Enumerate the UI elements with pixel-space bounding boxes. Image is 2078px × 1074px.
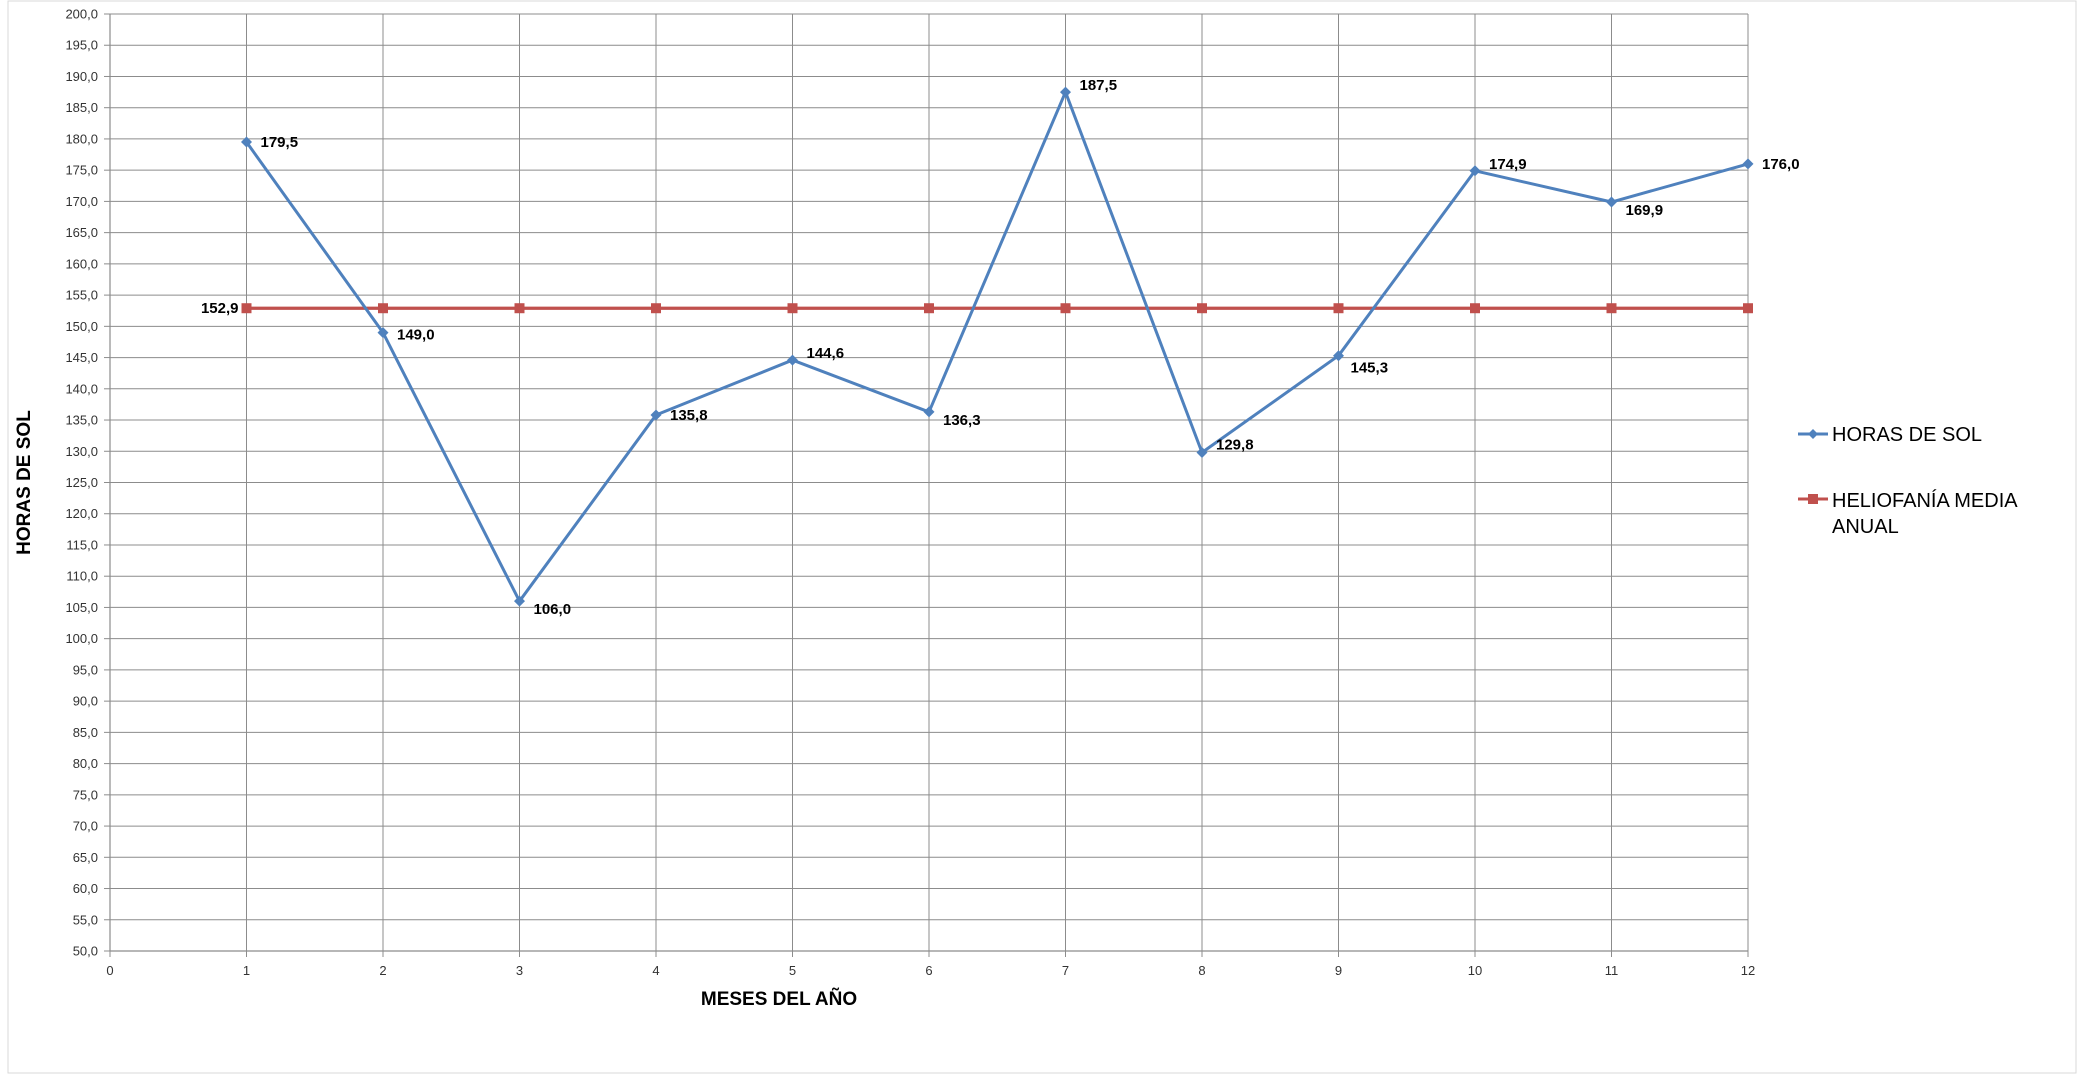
- chart-frame: [7, 0, 2077, 1074]
- x-tick-label: 2: [379, 963, 386, 978]
- horas-de-sol-point: [1060, 86, 1071, 98]
- y-tick-label: 70,0: [73, 819, 98, 834]
- data-labels: 179,5 149,0 106,0 135,8 144,6 136,3 187,5 129,8…: [201, 77, 1800, 618]
- heliofania-media-point: [1197, 303, 1207, 314]
- x-tick-label: 6: [925, 963, 932, 978]
- heliofania-media-point: [1470, 303, 1480, 314]
- horas-de-sol-data-label: 144,6: [807, 345, 845, 362]
- y-tick-label: 55,0: [73, 912, 98, 927]
- y-tick-label: 145,0: [65, 350, 98, 365]
- y-tick-label: 125,0: [65, 475, 98, 490]
- horas-de-sol-data-label: 145,3: [1351, 360, 1389, 377]
- y-tick-label: 130,0: [65, 444, 98, 459]
- y-tick-label: 135,0: [65, 413, 98, 428]
- y-axis-title: HORAS DE SOL: [14, 410, 35, 555]
- y-tick-label: 190,0: [65, 69, 98, 84]
- horas-de-sol-data-label: 129,8: [1216, 437, 1254, 454]
- y-tick-label: 150,0: [65, 319, 98, 334]
- x-tick-label: 0: [106, 963, 113, 978]
- y-tick-label: 165,0: [65, 225, 98, 240]
- y-tick-label: 160,0: [65, 256, 98, 271]
- horas-de-sol-point: [1469, 165, 1481, 177]
- horas-de-sol-point: [241, 136, 252, 148]
- heliofania-media-point: [1333, 303, 1344, 314]
- horas-de-sol-data-label: 187,5: [1080, 77, 1118, 94]
- heliofania-media-data-label: 152,9: [201, 300, 239, 317]
- y-tick-label: 170,0: [65, 194, 98, 209]
- heliofania-media-point: [378, 303, 388, 314]
- horas-de-sol-line: [245, 90, 1749, 603]
- heliofania-media-point: [787, 303, 798, 314]
- y-tick-label: 80,0: [73, 756, 98, 771]
- horas-de-sol-data-label: 169,9: [1626, 202, 1664, 219]
- heliofania-media-point: [514, 303, 525, 314]
- x-tick-label: 4: [652, 963, 659, 978]
- y-tick-label: 200,0: [65, 7, 98, 22]
- horas-de-sol-data-label: 106,0: [534, 601, 572, 618]
- y-tick-label: 115,0: [66, 537, 98, 552]
- horas-de-sol-point: [514, 595, 525, 607]
- y-tick-label: 105,0: [65, 600, 98, 615]
- x-tick-label: 10: [1468, 963, 1482, 978]
- x-tick-label: 9: [1335, 963, 1342, 978]
- series: [241, 86, 1754, 607]
- x-tick-label: 12: [1741, 963, 1755, 978]
- y-tick-label: 140,0: [65, 381, 98, 396]
- y-tick-label: 120,0: [65, 506, 98, 521]
- y-tick-label: 60,0: [73, 881, 98, 896]
- x-axis-title: MESES DEL AÑO: [701, 988, 857, 1010]
- heliofania-media-point: [1606, 303, 1617, 314]
- horas-de-sol-point: [1196, 447, 1208, 459]
- horas-de-sol-point: [1606, 196, 1617, 208]
- horas-de-sol-data-label: 136,3: [943, 412, 981, 429]
- legend-horas-de-sol-label: HORAS DE SOL: [1832, 424, 1982, 446]
- x-tick-label: 7: [1062, 963, 1069, 978]
- y-tick-label: 100,0: [65, 631, 98, 646]
- horas-de-sol-point: [1333, 350, 1344, 362]
- y-tick-label: 195,0: [65, 38, 98, 53]
- heliofania-media-point: [1743, 303, 1753, 314]
- horas-de-sol-point: [1742, 158, 1754, 170]
- horas-de-sol-data-label: 135,8: [670, 407, 708, 424]
- horas-de-sol-data-label: 174,9: [1489, 156, 1527, 173]
- legend-heliofania-label: HELIOFANÍA MEDIA: [1832, 489, 2018, 512]
- y-tick-label: 75,0: [73, 787, 98, 802]
- heliofania-media-point: [1060, 303, 1071, 314]
- legend-heliofania-marker: [1808, 494, 1818, 504]
- horas-de-sol-point: [787, 354, 798, 366]
- horas-de-sol-point: [650, 409, 662, 421]
- y-tick-label: 110,0: [66, 569, 98, 584]
- x-tick-label: 1: [243, 963, 250, 978]
- legend: HORAS DE SOL HELIOFANÍA MEDIA ANUAL: [1798, 424, 2018, 538]
- y-tick-label: 65,0: [73, 850, 98, 865]
- y-tick-label: 185,0: [65, 100, 98, 115]
- heliofania-media-point: [924, 303, 934, 314]
- y-tick-label: 85,0: [73, 725, 98, 740]
- y-tick-label: 155,0: [65, 288, 98, 303]
- y-tick-label: 180,0: [65, 131, 98, 146]
- horas-de-sol-point: [923, 406, 935, 418]
- heliofania-media-point: [241, 303, 252, 314]
- y-tick-label: 50,0: [73, 944, 98, 959]
- y-tick-label: 95,0: [73, 662, 98, 677]
- axes: 50,0 55,0 60,0 65,0 70,0 75,0 80,0 85,0 90,0 95,0…: [65, 7, 1755, 979]
- heliofania-media-point: [651, 303, 661, 314]
- horas-de-sol-data-label: 149,0: [397, 327, 435, 344]
- horas-de-sol-point: [377, 327, 389, 339]
- legend-horas-de-sol-marker: [1808, 429, 1818, 439]
- x-tick-label: 5: [789, 963, 796, 978]
- legend-heliofania-label: ANUAL: [1832, 516, 1899, 538]
- y-tick-label: 90,0: [73, 694, 98, 709]
- x-tick-label: 8: [1198, 963, 1205, 978]
- x-tick-label: 11: [1605, 963, 1619, 978]
- horas-de-sol-data-label: 179,5: [261, 134, 299, 151]
- y-tick-label: 175,0: [65, 163, 98, 178]
- horas-de-sol-data-label: 176,0: [1762, 156, 1800, 173]
- x-tick-label: 3: [516, 963, 523, 978]
